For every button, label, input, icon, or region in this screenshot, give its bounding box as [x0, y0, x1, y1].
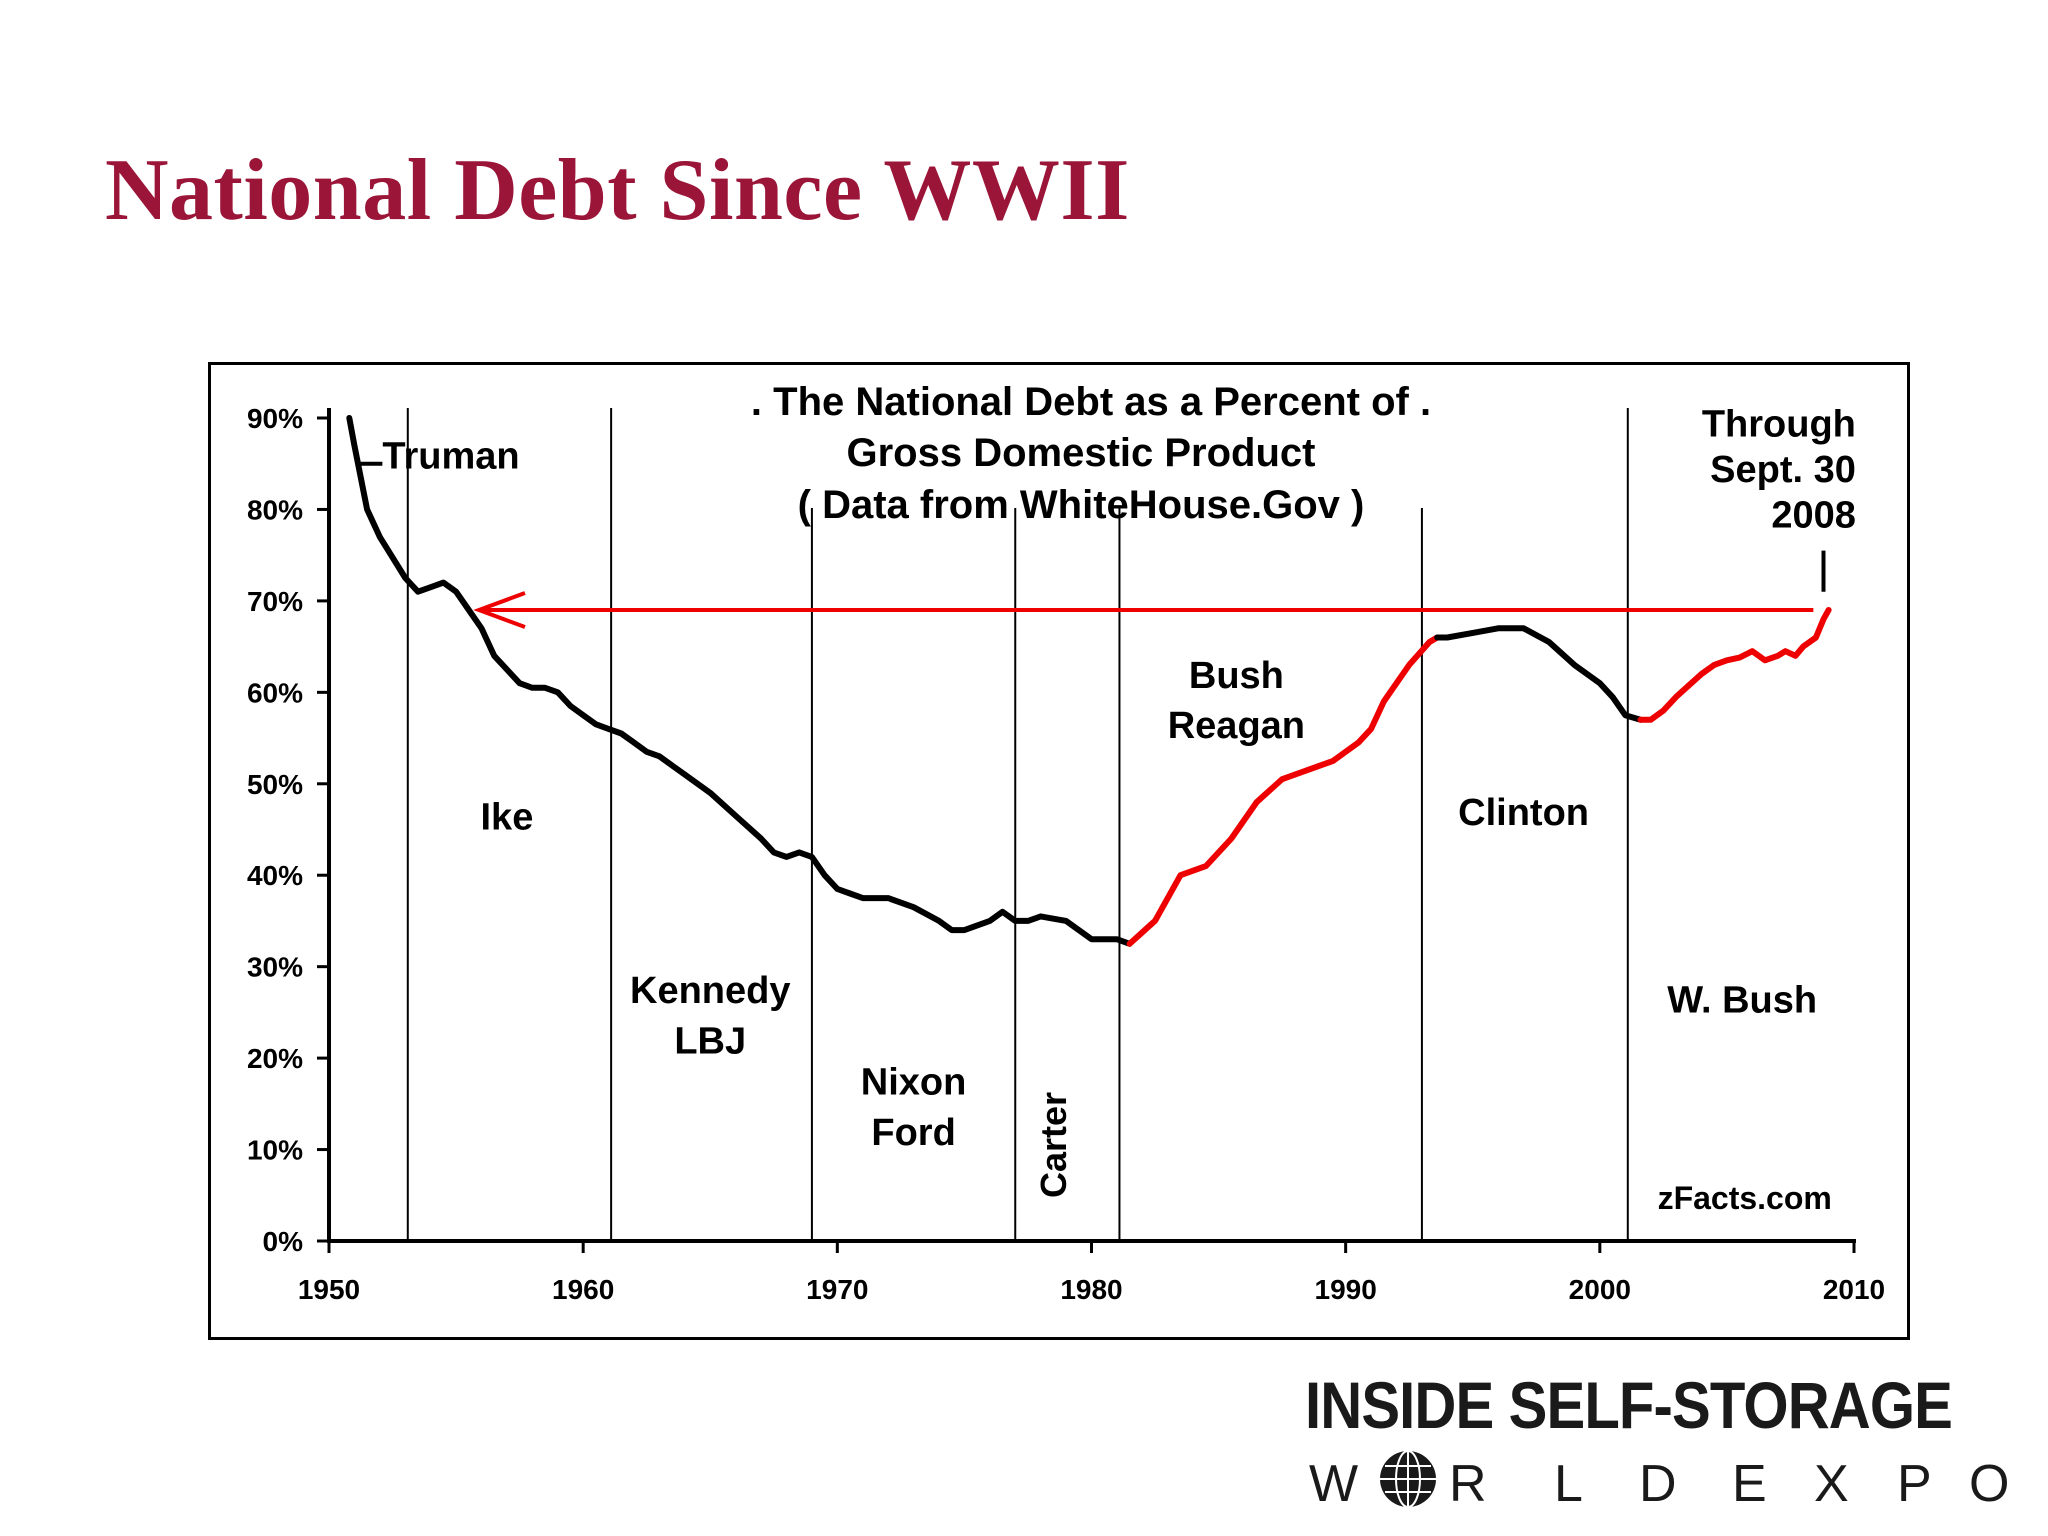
logo-line2: W R L D E X P O [1309, 1450, 2010, 1524]
annotation-ike: Ike [481, 797, 534, 839]
arrow-70-percent [473, 591, 1814, 629]
x-tick-label: 1980 [1060, 1274, 1122, 1305]
slide-title: National Debt Since WWII [105, 142, 1130, 239]
y-tick-label: 60% [247, 677, 303, 708]
logo-letter: D [1639, 1455, 1677, 1513]
y-tick-label: 40% [247, 860, 303, 891]
x-tick-label: 2000 [1569, 1274, 1631, 1305]
chart-frame: 0% 10% 20% 30% 40% 50% 60% 70% 80% 90% 1950 1960 197… [208, 362, 1910, 1340]
x-tick-label: 1960 [552, 1274, 614, 1305]
logo-letter: O [1969, 1455, 2010, 1513]
chart-title: . The National Debt as a Percent of . [751, 380, 1431, 424]
logo-letter: L [1554, 1455, 1583, 1513]
logo-letter: P [1897, 1455, 1932, 1513]
annotation-yr2008: 2008 [1771, 495, 1856, 537]
annotation-reagan: Reagan [1168, 705, 1305, 747]
y-tick-label: 30% [247, 952, 303, 983]
annotation-through: Through [1702, 403, 1856, 445]
y-tick-label: 50% [247, 769, 303, 800]
globe-icon [1380, 1450, 1436, 1508]
president-dividers [406, 408, 1629, 1241]
series-line [1126, 634, 1441, 947]
chart-subtitle-2: ( Data from WhiteHouse.Gov ) [798, 483, 1365, 527]
series-line [1434, 625, 1644, 723]
x-tick-label: 1990 [1315, 1274, 1377, 1305]
logo-letter: W [1309, 1455, 1359, 1513]
annotation-truman: Truman [382, 435, 519, 477]
axis-ticks: 0% 10% 20% 30% 40% 50% 60% 70% 80% 90% 1950 1960 197… [247, 403, 1885, 1305]
y-tick-label: 80% [247, 494, 303, 525]
logo-letter: X [1814, 1455, 1849, 1513]
annotation-clinton: Clinton [1458, 792, 1589, 834]
x-tick-label: 1970 [806, 1274, 868, 1305]
logo-letter: E [1732, 1455, 1767, 1513]
y-tick-label: 90% [247, 403, 303, 434]
y-tick-label: 0% [263, 1226, 304, 1257]
x-tick-label: 2010 [1823, 1274, 1885, 1305]
logo-letter: R [1449, 1455, 1487, 1513]
chart-annotations: Truman Ike Kennedy LBJ Nixon Ford Carter Bush Re… [356, 403, 1856, 1216]
chart-subtitle-1: Gross Domestic Product [846, 431, 1315, 475]
logo-line1: INSIDE SELF-STORAGE [1305, 1368, 1953, 1442]
chart-title-block: . The National Debt as a Percent of . Gr… [751, 380, 1431, 527]
annotation-kennedy: Kennedy [630, 970, 790, 1012]
annotation-lbj: LBJ [674, 1021, 746, 1063]
annotation-source: zFacts.com [1658, 1180, 1832, 1216]
annotation-bush: Bush [1189, 655, 1284, 697]
expo-logo: INSIDE SELF-STORAGE W R L D E X P O [1305, 1372, 2015, 1532]
series-line [346, 415, 1133, 947]
chart-axes [327, 408, 1856, 1243]
y-tick-label: 20% [247, 1043, 303, 1074]
chart-series [346, 415, 1832, 947]
debt-line-chart: 0% 10% 20% 30% 40% 50% 60% 70% 80% 90% 1950 1960 197… [247, 380, 1885, 1305]
annotation-sept30: Sept. 30 [1710, 449, 1856, 491]
annotation-w-bush: W. Bush [1667, 979, 1817, 1021]
annotation-nixon: Nixon [861, 1062, 967, 1104]
y-tick-label: 10% [247, 1135, 303, 1166]
x-tick-label: 1950 [298, 1274, 360, 1305]
arrow-head [473, 591, 526, 629]
series-line [1637, 607, 1832, 723]
y-tick-label: 70% [247, 586, 303, 617]
annotation-ford: Ford [871, 1112, 955, 1154]
annotation-carter: Carter [1033, 1092, 1074, 1198]
